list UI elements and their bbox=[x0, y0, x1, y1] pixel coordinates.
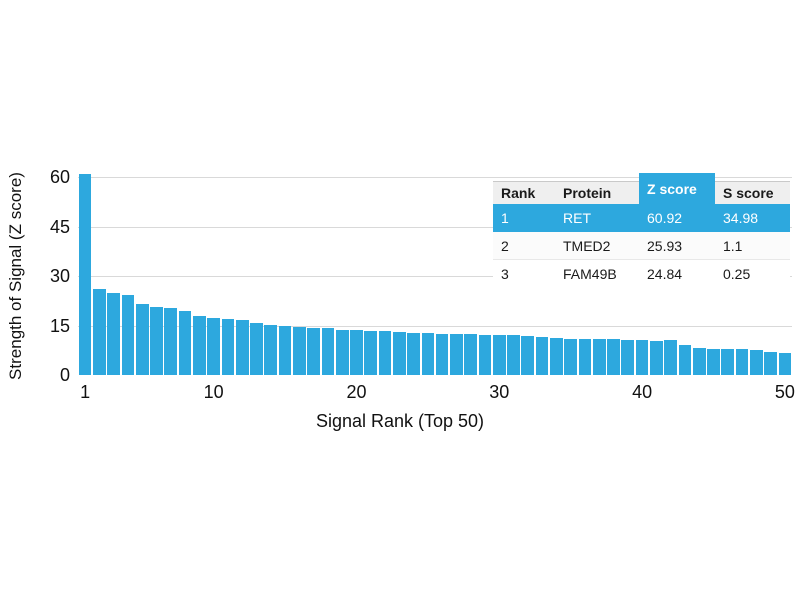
bar-rank-29 bbox=[478, 334, 492, 375]
bar-rank-30 bbox=[492, 335, 506, 375]
bar-rank-14 bbox=[264, 325, 278, 375]
table-header-sscore: S score bbox=[715, 181, 790, 204]
bar-rank-28 bbox=[464, 334, 478, 375]
bar-rank-36 bbox=[578, 339, 592, 375]
bar-rank-22 bbox=[378, 331, 392, 375]
y-tick-label-15: 15 bbox=[49, 315, 70, 336]
bar-rank-48 bbox=[749, 349, 763, 375]
bar-rank-6 bbox=[150, 306, 163, 375]
table-header-zscore: Z score bbox=[639, 173, 715, 204]
table-cell-zscore: 25.93 bbox=[639, 232, 715, 260]
table-cell-protein: FAM49B bbox=[555, 260, 639, 288]
gridline-y45 bbox=[78, 226, 792, 228]
bar-rank-24 bbox=[407, 333, 420, 375]
bar-rank-31 bbox=[507, 335, 520, 375]
bar-rank-4 bbox=[121, 294, 135, 375]
x-tick-label-20: 20 bbox=[346, 382, 367, 402]
bar-rank-15 bbox=[278, 326, 292, 375]
y-tick-label-60: 60 bbox=[49, 167, 70, 187]
x-tick-label-30: 30 bbox=[489, 382, 510, 402]
bar-rank-7 bbox=[164, 307, 178, 375]
table-cell-sscore: 0.25 bbox=[715, 260, 790, 288]
table-cell-rank: 3 bbox=[493, 260, 555, 288]
table-cell-zscore: 60.92 bbox=[639, 204, 715, 232]
bar-rank-46 bbox=[721, 348, 735, 375]
table-cell-protein: TMED2 bbox=[555, 232, 639, 260]
bar-rank-40 bbox=[635, 340, 649, 375]
bar-rank-26 bbox=[435, 333, 449, 375]
bar-rank-37 bbox=[592, 339, 606, 375]
bar-rank-21 bbox=[364, 331, 378, 375]
y-axis-title: Strength of Signal (Z score) bbox=[6, 172, 25, 380]
bar-rank-8 bbox=[178, 310, 192, 375]
bar-rank-16 bbox=[293, 327, 306, 375]
bar-rank-32 bbox=[521, 336, 535, 375]
table-cell-rank: 2 bbox=[493, 232, 555, 260]
bar-rank-5 bbox=[135, 303, 149, 375]
bar-rank-45 bbox=[707, 348, 720, 375]
y-tick-label-45: 45 bbox=[49, 216, 70, 237]
bar-rank-49 bbox=[764, 351, 777, 375]
gridline-y15 bbox=[78, 325, 792, 327]
x-axis-title: Signal Rank (Top 50) bbox=[315, 411, 485, 431]
y-tick-label-30: 30 bbox=[49, 266, 70, 286]
bar-rank-50 bbox=[778, 352, 792, 375]
plot-area bbox=[78, 173, 792, 375]
top-ranks-table: Rank Protein Z score S score 1 RET 60.92… bbox=[493, 173, 790, 288]
bar-rank-35 bbox=[564, 338, 577, 375]
bar-rank-13 bbox=[250, 323, 263, 375]
bar-rank-11 bbox=[221, 318, 235, 375]
table-cell-sscore: 34.98 bbox=[715, 204, 790, 232]
table-header-protein: Protein bbox=[555, 181, 639, 204]
bar-rank-47 bbox=[735, 349, 749, 375]
bar-rank-17 bbox=[307, 327, 320, 375]
bar-rank-39 bbox=[621, 339, 635, 375]
x-tick-label-1: 1 bbox=[80, 382, 91, 402]
bar-rank-1 bbox=[78, 173, 92, 375]
bar-rank-25 bbox=[421, 333, 435, 375]
table-cell-rank: 1 bbox=[493, 204, 555, 232]
bar-rank-10 bbox=[207, 317, 220, 375]
x-tick-label-40: 40 bbox=[632, 382, 653, 402]
bar-rank-43 bbox=[678, 344, 692, 375]
table-cell-zscore: 24.84 bbox=[639, 260, 715, 288]
x-tick-label-50: 50 bbox=[774, 382, 795, 402]
table-cell-protein: RET bbox=[555, 204, 639, 232]
table-cell-sscore: 1.1 bbox=[715, 232, 790, 260]
bar-rank-42 bbox=[664, 340, 677, 375]
gridline-y30 bbox=[78, 276, 792, 277]
y-tick-label-0: 0 bbox=[59, 365, 70, 385]
bar-rank-18 bbox=[321, 328, 335, 375]
bar-rank-9 bbox=[193, 315, 206, 375]
bar-rank-34 bbox=[550, 338, 563, 375]
bar-rank-19 bbox=[335, 330, 349, 375]
bar-rank-38 bbox=[607, 339, 620, 375]
bar-rank-12 bbox=[235, 319, 249, 375]
bar-rank-23 bbox=[392, 332, 406, 375]
bar-rank-27 bbox=[450, 334, 463, 375]
bar-rank-3 bbox=[107, 293, 121, 375]
bar-rank-44 bbox=[692, 347, 706, 375]
bar-rank-20 bbox=[350, 330, 363, 375]
table-header-rank: Rank bbox=[493, 181, 555, 204]
gridline-y60 bbox=[78, 177, 792, 178]
x-tick-label-10: 10 bbox=[203, 382, 224, 402]
bar-rank-41 bbox=[650, 340, 663, 375]
bar-rank-2 bbox=[93, 289, 106, 375]
bar-rank-33 bbox=[535, 337, 549, 375]
